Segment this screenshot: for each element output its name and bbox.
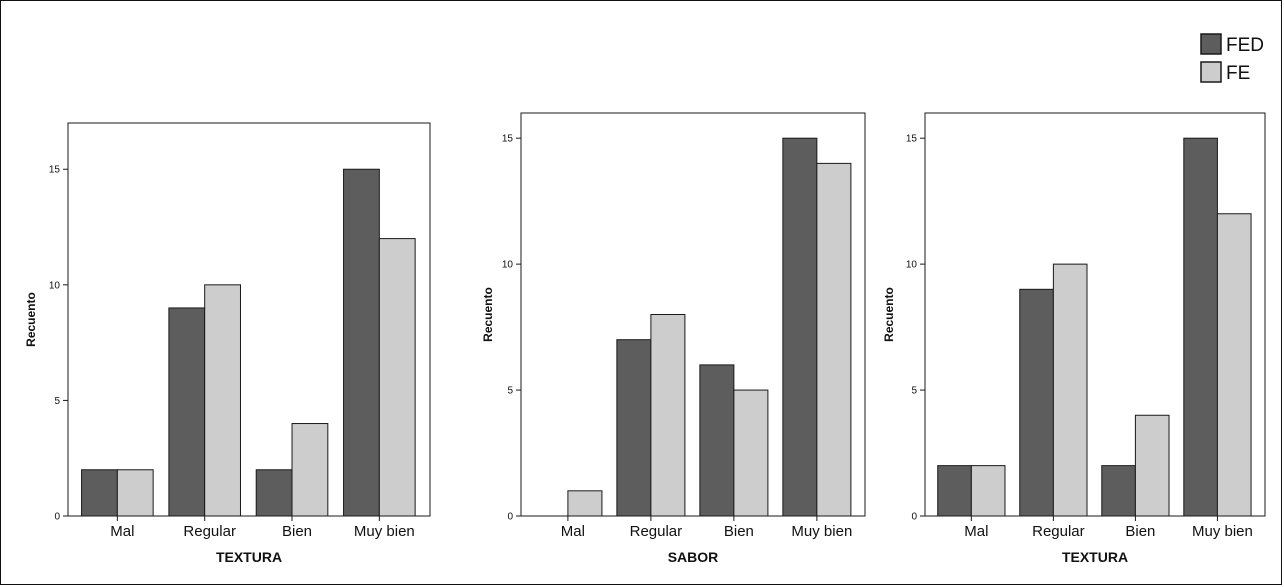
plot-area-frame	[520, 112, 866, 517]
bar-fe-muy-bien	[378, 238, 416, 517]
y-tick-label: 0	[54, 512, 60, 523]
y-axis-title: Recuento	[481, 287, 495, 342]
y-tick-label: 0	[911, 512, 917, 523]
plot-area-frame	[924, 112, 1266, 517]
bar-fe-muy-bien	[816, 162, 852, 517]
chart-panel-1: 0 5 10 15 Mal Regular Bien Muy bien TEXTURA Recue…	[24, 122, 431, 565]
y-tick-label: 10	[906, 260, 918, 271]
y-tick-label: 5	[911, 386, 917, 397]
x-category-label: Muy bien	[354, 523, 415, 540]
x-category-label: Mal	[964, 523, 988, 540]
legend-label-fed: FED	[1226, 35, 1264, 56]
legend: FED FE	[1200, 33, 1264, 84]
bar-fe-mal	[567, 490, 603, 517]
x-axis-title: SABOR	[668, 549, 719, 565]
x-category-label: Muy bien	[1192, 523, 1253, 540]
x-category-label: Bien	[1125, 523, 1155, 540]
x-category-label: Regular	[1032, 523, 1085, 540]
y-axis-title: Recuento	[882, 287, 896, 342]
chart-panel-3: 0 5 10 15 Mal Regular Bien Muy bien TEXTURA Recue…	[882, 112, 1266, 565]
legend-swatch-fed	[1200, 33, 1222, 55]
x-category-label: Mal	[561, 523, 585, 540]
y-tick-label: 10	[502, 260, 514, 271]
y-tick-label: 5	[54, 396, 60, 407]
x-axis-title: TEXTURA	[216, 549, 282, 565]
x-category-label: Muy bien	[791, 523, 852, 540]
y-tick-label: 0	[507, 512, 513, 523]
bar-fed-bien	[699, 364, 735, 517]
bar-fe-bien	[733, 389, 769, 517]
bar-fe-regular	[650, 314, 686, 517]
y-tick-label: 15	[906, 134, 918, 145]
x-category-label: Regular	[183, 523, 236, 540]
bar-fe-regular	[1052, 263, 1088, 517]
x-category-label: Bien	[724, 523, 754, 540]
x-category-label: Regular	[630, 523, 683, 540]
bar-fe-regular	[204, 284, 241, 517]
y-axis-title: Recuento	[24, 292, 38, 347]
bar-fed-muy-bien	[782, 137, 818, 517]
bar-fed-regular	[616, 339, 652, 517]
chart-panel-2: 0 5 10 15 Mal Regular Bien Muy bien SABOR Recuent…	[481, 112, 866, 565]
bar-fe-bien	[1134, 414, 1170, 517]
bar-fed-regular	[1019, 288, 1054, 517]
bar-fed-mal	[81, 469, 118, 517]
x-category-label: Mal	[110, 523, 134, 540]
x-category-label: Bien	[282, 523, 312, 540]
bar-fed-muy-bien	[343, 168, 380, 517]
plot-area-frame	[67, 122, 431, 517]
y-tick-label: 15	[502, 134, 514, 145]
bar-fed-bien	[255, 469, 293, 517]
bar-fe-mal	[116, 469, 154, 517]
y-tick-label: 15	[49, 165, 61, 176]
bar-fed-muy-bien	[1183, 137, 1218, 517]
bar-fed-mal	[937, 465, 972, 517]
legend-label-fe: FE	[1226, 63, 1250, 84]
bar-fe-muy-bien	[1216, 213, 1252, 517]
legend-swatch-fe	[1200, 61, 1222, 83]
bar-fe-mal	[970, 465, 1006, 517]
x-axis-title: TEXTURA	[1062, 549, 1128, 565]
bar-fed-bien	[1101, 465, 1136, 517]
bar-fed-regular	[168, 307, 206, 517]
y-tick-label: 10	[49, 280, 61, 291]
y-tick-label: 5	[507, 386, 513, 397]
bar-fe-bien	[291, 423, 329, 517]
